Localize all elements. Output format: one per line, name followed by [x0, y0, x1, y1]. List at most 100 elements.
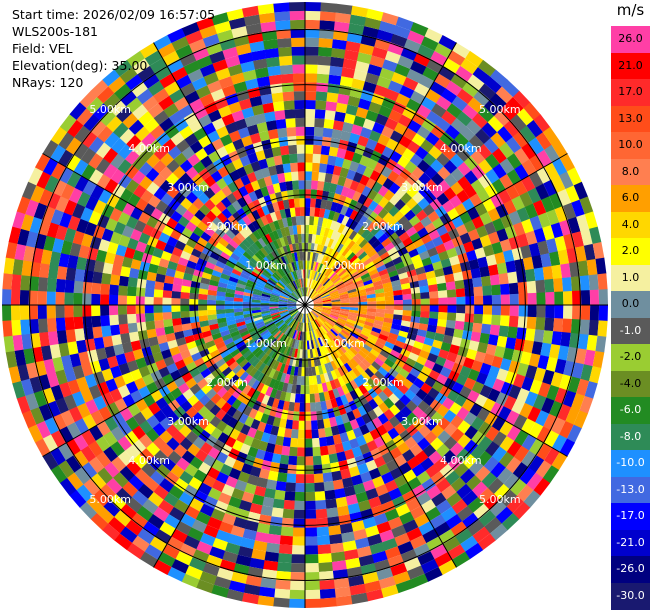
velocity-gate: [242, 304, 252, 309]
velocity-gate: [271, 328, 280, 337]
velocity-gate: [278, 46, 293, 57]
velocity-gate: [493, 483, 511, 501]
velocity-gate: [327, 362, 334, 372]
velocity-gate: [26, 362, 39, 379]
velocity-gate: [295, 126, 306, 136]
velocity-gate: [383, 286, 393, 293]
velocity-gate: [253, 169, 264, 181]
velocity-gate: [149, 57, 168, 74]
velocity-gate: [314, 319, 321, 328]
velocity-gate: [378, 105, 393, 118]
velocity-gate: [52, 413, 67, 431]
velocity-gate: [325, 435, 335, 446]
velocity-gate: [434, 521, 451, 537]
velocity-gate: [447, 297, 457, 306]
velocity-gate: [262, 289, 272, 294]
velocity-gate: [316, 189, 324, 200]
velocity-gate: [104, 131, 120, 148]
velocity-gate: [267, 336, 276, 345]
velocity-gate: [60, 354, 73, 370]
range-ring-label: 2.00km: [362, 220, 404, 233]
velocity-gate: [226, 8, 245, 21]
velocity-gate: [580, 364, 593, 382]
velocity-gate: [365, 178, 377, 190]
velocity-gate: [345, 104, 359, 116]
velocity-gate: [37, 304, 47, 319]
velocity-gate: [207, 236, 219, 247]
velocity-gate: [444, 273, 455, 283]
velocity-gate: [478, 83, 496, 100]
velocity-gate: [311, 171, 320, 181]
velocity-gate: [433, 457, 449, 472]
velocity-gate: [352, 245, 362, 255]
velocity-gate: [295, 270, 300, 280]
velocity-gate: [218, 362, 229, 373]
velocity-gate: [251, 49, 267, 61]
velocity-gate: [316, 73, 330, 84]
velocity-gate: [289, 580, 305, 591]
velocity-gate: [304, 572, 320, 582]
velocity-gate: [293, 290, 300, 299]
velocity-gate: [284, 392, 292, 402]
velocity-gate: [459, 468, 476, 484]
velocity-gate: [258, 327, 268, 335]
velocity-gate: [282, 325, 290, 334]
velocity-gate: [371, 476, 385, 489]
velocity-gate: [318, 208, 326, 218]
velocity-gate: [285, 419, 293, 430]
velocity-gate: [63, 199, 78, 216]
velocity-gate: [352, 355, 362, 365]
velocity-gate: [445, 80, 463, 97]
velocity-gate: [325, 320, 334, 328]
velocity-gate: [328, 315, 338, 322]
velocity-gate: [300, 278, 304, 288]
velocity-gate: [554, 358, 567, 375]
velocity-gate: [521, 218, 534, 234]
velocity-gate: [423, 337, 435, 347]
velocity-gate: [255, 150, 266, 161]
velocity-gate: [324, 489, 336, 500]
velocity-gate: [12, 334, 24, 351]
velocity-gate: [337, 404, 347, 416]
velocity-gate: [106, 477, 123, 494]
velocity-gate: [271, 314, 281, 320]
velocity-gate: [310, 330, 315, 340]
velocity-gate: [120, 332, 131, 344]
velocity-gate: [311, 292, 319, 299]
velocity-gate: [196, 378, 208, 390]
velocity-gate: [261, 364, 270, 375]
velocity-gate: [73, 159, 89, 176]
velocity-gate: [400, 320, 411, 328]
velocity-gate: [88, 456, 105, 474]
velocity-gate: [400, 282, 411, 290]
velocity-gate: [351, 474, 363, 486]
velocity-gate: [262, 291, 272, 296]
velocity-gate: [495, 506, 513, 524]
velocity-gate: [308, 224, 314, 235]
velocity-gate: [206, 516, 222, 530]
velocity-gate: [361, 371, 371, 382]
colorbar-swatch: [611, 132, 650, 159]
velocity-gate: [8, 365, 21, 384]
velocity-gate: [231, 268, 242, 276]
velocity-gate: [440, 88, 458, 104]
velocity-gate: [500, 315, 510, 327]
velocity-gate: [489, 324, 500, 336]
velocity-gate: [281, 445, 291, 456]
velocity-gate: [357, 374, 367, 385]
velocity-gate: [420, 139, 435, 153]
velocity-gate: [310, 321, 315, 331]
velocity-gate: [506, 97, 524, 115]
velocity-gate: [290, 234, 296, 244]
velocity-gate: [491, 294, 502, 306]
velocity-gate: [292, 291, 299, 299]
velocity-gate: [38, 219, 51, 236]
velocity-gate: [212, 246, 223, 256]
velocity-gate: [110, 168, 125, 184]
velocity-gate: [29, 318, 40, 334]
velocity-gate: [498, 325, 509, 338]
velocity-gate: [406, 140, 421, 154]
velocity-gate: [252, 293, 262, 298]
velocity-gate: [512, 373, 526, 389]
velocity-gate: [418, 521, 435, 536]
